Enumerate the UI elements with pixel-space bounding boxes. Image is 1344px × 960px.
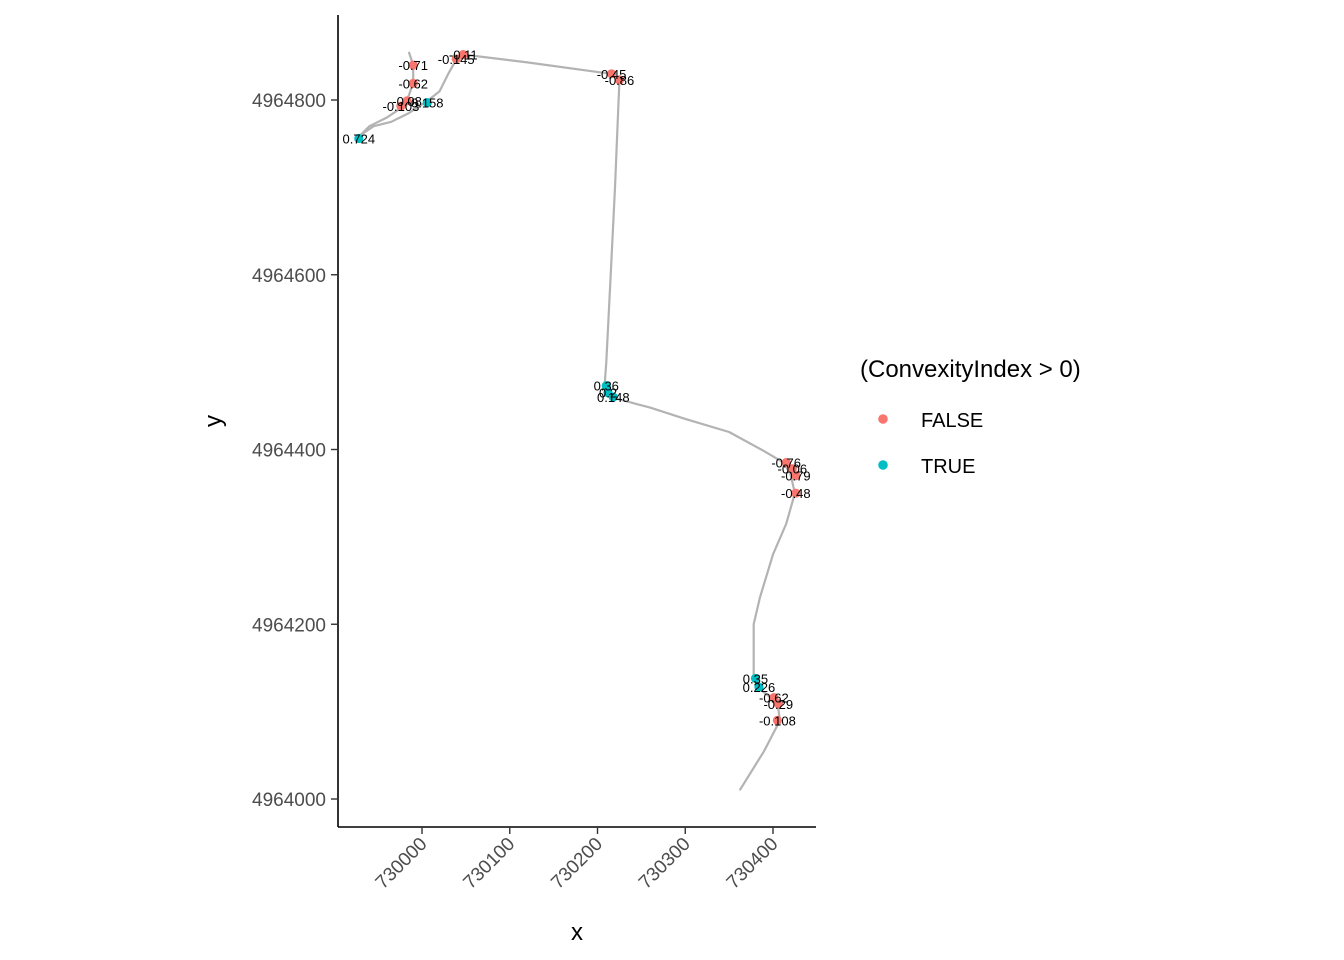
data-point-8 [606, 69, 617, 79]
point-label-7: -0.145 [438, 52, 475, 67]
legend: (ConvexityIndex > 0) FALSE TRUE [860, 356, 1081, 478]
data-point-21 [772, 715, 782, 725]
data-point-18 [754, 682, 764, 692]
point-label-15: -0.79 [781, 469, 811, 484]
data-point-7 [451, 54, 461, 64]
data-point-4 [422, 98, 432, 108]
data-point-6 [458, 49, 468, 60]
y-tick-label-4: 4964800 [252, 91, 326, 112]
points-layer [354, 49, 801, 725]
point-label-3: -0.103 [383, 99, 420, 114]
point-label-9: -0.86 [605, 73, 635, 88]
point-label-2: -0.08 [392, 94, 422, 109]
legend-key-false [878, 414, 888, 424]
point-label-13: -0.76 [771, 456, 801, 471]
legend-label-false: FALSE [921, 410, 983, 432]
data-point-13 [781, 458, 791, 468]
point-label-6: -0.11 [449, 48, 478, 63]
axes: 730000 730100 730200 730300 730400 496400049… [252, 15, 816, 893]
legend-entries: FALSE TRUE [878, 410, 983, 478]
legend-label-true: TRUE [921, 456, 975, 478]
point-label-19: -0.62 [759, 691, 789, 706]
data-point-1 [408, 78, 418, 88]
x-tick-label-4: 730400 [723, 834, 783, 894]
data-point-0 [408, 60, 418, 70]
point-label-12: 0.148 [597, 390, 630, 405]
x-tick-label-1: 730100 [460, 834, 520, 894]
data-point-10 [601, 381, 611, 391]
data-point-9 [614, 75, 625, 85]
legend-title: (ConvexityIndex > 0) [860, 356, 1081, 383]
plot-panel: -0.71-0.62-0.08-0.1030.1580.724-0.11-0.1… [343, 48, 811, 791]
data-point-20 [773, 699, 783, 709]
data-point-17 [750, 673, 761, 684]
point-label-20: -0.29 [763, 697, 793, 712]
trajectory-line [359, 51, 796, 791]
point-label-5: 0.724 [343, 131, 376, 146]
point-labels-layer: -0.71-0.62-0.08-0.1030.1580.724-0.11-0.1… [343, 48, 811, 729]
y-tick-label-2: 4964400 [252, 441, 326, 462]
data-point-16 [791, 488, 801, 498]
point-label-18: 0.226 [743, 680, 776, 695]
y-axis-title: y [200, 415, 227, 427]
x-axis-title: x [571, 919, 583, 946]
legend-key-true [878, 460, 888, 470]
point-label-14: -0.06 [777, 462, 807, 477]
point-label-1: -0.62 [398, 76, 428, 91]
data-point-3 [396, 101, 406, 111]
y-ticks: 4964000 4964200 4964400 4964600 4964800 [252, 91, 338, 811]
point-label-16: -0.48 [781, 486, 811, 501]
point-label-11: 0.2 [599, 386, 617, 401]
y-tick-label-3: 4964600 [252, 266, 326, 287]
point-label-8: -0.45 [597, 67, 627, 82]
x-tick-label-3: 730300 [635, 834, 695, 894]
point-label-4: 0.158 [411, 96, 444, 111]
point-label-17: 0.35 [743, 671, 768, 686]
point-label-0: -0.71 [398, 58, 428, 73]
point-label-10: 0.36 [594, 379, 619, 394]
x-tick-label-2: 730200 [547, 834, 607, 894]
y-tick-label-1: 4964200 [252, 615, 326, 636]
trajectory-path-layer [359, 51, 796, 791]
data-point-12 [608, 392, 618, 402]
data-point-5 [354, 133, 364, 144]
y-tick-label-0: 4964000 [252, 790, 326, 811]
data-point-14 [787, 464, 797, 474]
x-tick-label-0: 730000 [372, 834, 432, 894]
data-point-15 [791, 471, 801, 481]
point-label-21: -0.108 [759, 713, 796, 728]
data-point-2 [402, 96, 412, 106]
x-ticks: 730000 730100 730200 730300 730400 [372, 827, 783, 893]
